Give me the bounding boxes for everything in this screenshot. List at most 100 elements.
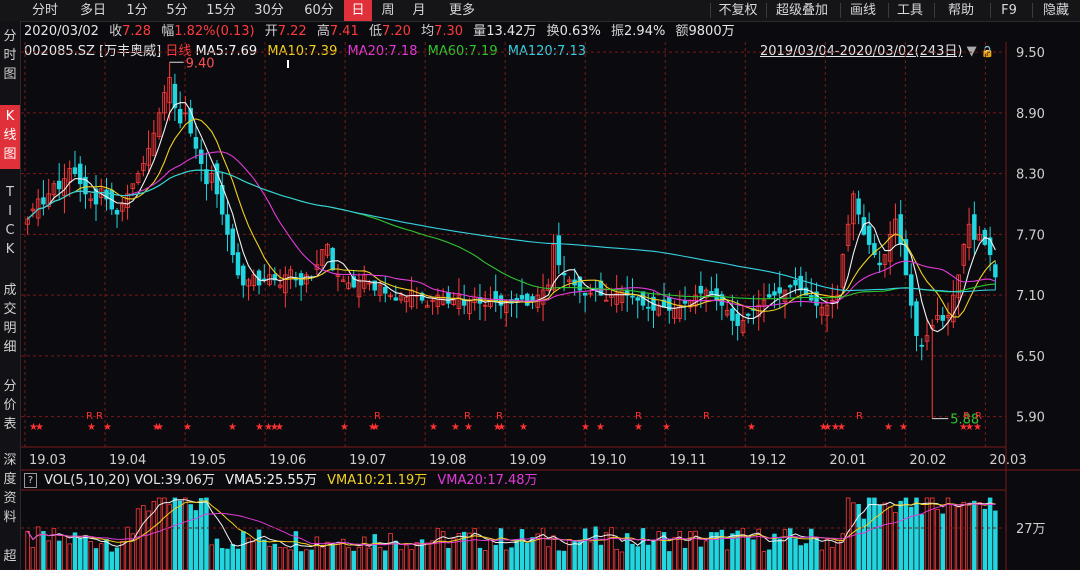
tab-10[interactable]: 更多 [448, 3, 475, 18]
toolbar-right-4[interactable]: 帮助 [947, 3, 974, 18]
volume-bar [740, 528, 746, 570]
toolbar-right-2[interactable]: 画线 [849, 3, 876, 18]
candle-body [588, 292, 593, 295]
tab-2[interactable]: 1分 [126, 3, 148, 18]
volume-axis-label: 27万 [1016, 522, 1046, 537]
nav-item-0[interactable]: 分时图 [3, 29, 17, 82]
toolbar-separator [934, 3, 935, 18]
candle-body [646, 306, 651, 309]
vol-value: VOL:39.06万 [134, 473, 215, 488]
volume-bar [319, 545, 325, 570]
vma5-label: VMA5:25.55万 [225, 473, 317, 488]
nav-item-4[interactable]: 分价表 [3, 379, 17, 432]
nav-item-3[interactable]: 成交明细 [3, 283, 17, 355]
candle-body [172, 83, 178, 109]
tab-7[interactable]: 日 [344, 0, 372, 21]
volume-bar [609, 527, 614, 570]
low-value: 7.20 [381, 24, 411, 39]
dropdown-icon[interactable]: ▼ [966, 44, 977, 59]
volume-bar [404, 544, 409, 570]
candle-body [314, 264, 320, 270]
candle-body [372, 280, 377, 291]
candle-body [745, 313, 751, 316]
tab-8[interactable]: 周 [381, 3, 395, 18]
volume-bar [193, 510, 199, 570]
candle-body [141, 163, 146, 171]
volume-bar [661, 532, 667, 570]
volume-bar [519, 529, 525, 570]
volume-bar [961, 501, 967, 570]
kline-chart[interactable]: 9.50 8.90 8.30 7.70 7.10 6.50 5.90 19.03 19.04 19… [21, 42, 1080, 570]
toolbar-right-0[interactable]: 不复权 [718, 3, 758, 18]
tab-5[interactable]: 30分 [254, 3, 284, 18]
toolbar-right-5[interactable]: F9 [1001, 3, 1017, 18]
volume-bar [293, 531, 299, 570]
nav-item-6[interactable]: 超 [3, 549, 17, 564]
volume-bar [262, 539, 267, 570]
candle-body [772, 291, 777, 296]
candle-body [204, 169, 209, 185]
tab-6[interactable]: 60分 [304, 3, 334, 18]
volume-bar [109, 551, 115, 570]
volume-bar [493, 544, 498, 570]
volume-bar [582, 528, 588, 570]
candle-body [824, 304, 830, 317]
volume-bar [162, 497, 167, 570]
event-star: ★ [899, 422, 908, 433]
volume-bar [966, 503, 972, 570]
candle-body [793, 279, 798, 286]
help-icon[interactable]: ? [24, 473, 37, 488]
date-range[interactable]: 2019/03/04-2020/03/02(243日) [760, 44, 963, 59]
candle-body [561, 272, 567, 276]
volume-bar [209, 544, 214, 570]
volume-bar [824, 538, 830, 570]
candle-body [798, 275, 804, 291]
tab-1[interactable]: 多日 [79, 3, 106, 18]
volume-bar [477, 547, 483, 570]
volume-bar [903, 497, 909, 570]
tab-9[interactable]: 月 [412, 3, 426, 18]
x-tick-label: 19.04 [109, 453, 146, 468]
tab-3[interactable]: 5分 [166, 3, 188, 18]
lock-icon[interactable]: 🔒 [980, 45, 995, 58]
volume-bar [919, 514, 924, 570]
event-star: ★ [340, 422, 349, 433]
candle-body [425, 304, 430, 308]
volume-bar [693, 530, 698, 570]
tab-4[interactable]: 15分 [206, 3, 236, 18]
x-tick-label: 19.11 [669, 453, 706, 468]
volume-bar [251, 541, 257, 570]
volume-bar [177, 500, 183, 570]
volume-bar [819, 549, 825, 570]
range-selector[interactable]: 2019/03/04-2020/03/02(243日) ▼ 🔒 [760, 43, 995, 61]
toolbar-right-1[interactable]: 超级叠加 [775, 3, 828, 18]
candle-body [135, 173, 141, 184]
candle-body [162, 92, 167, 114]
event-star: ★ [884, 422, 893, 433]
event-star: ★ [183, 422, 192, 433]
candle-body [940, 315, 946, 321]
volume-bar [835, 540, 840, 570]
volume-bar [798, 545, 804, 570]
candle-body [41, 197, 46, 205]
event-star: ★ [255, 422, 264, 433]
tab-0[interactable]: 分时 [31, 3, 58, 18]
volume-bar [914, 497, 919, 570]
volume-bar [503, 549, 509, 570]
volume-bar [393, 540, 399, 570]
nav-item-5[interactable]: 深度资料 [3, 453, 17, 525]
volume-bar [840, 533, 846, 570]
volume-bar [219, 548, 225, 570]
candle-body [167, 77, 172, 104]
toolbar-right-3[interactable]: 工具 [896, 3, 923, 18]
candle-body [330, 247, 335, 271]
volume-bar [546, 546, 551, 570]
x-tick-label: 19.12 [749, 453, 786, 468]
toolbar-right-6[interactable]: 隐藏 [1042, 3, 1069, 18]
amplitude-value: 2.94% [624, 24, 666, 39]
x-tick-label: 20.01 [829, 453, 866, 468]
candle-body [908, 274, 914, 306]
